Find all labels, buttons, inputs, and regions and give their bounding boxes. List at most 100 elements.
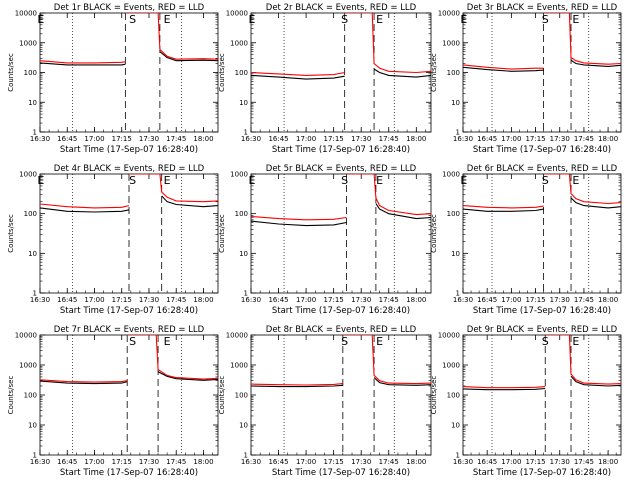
series-line-lld — [251, 215, 347, 221]
plot-frame — [39, 334, 219, 456]
series-line-lld — [251, 383, 343, 386]
y-tick-label: 1000 — [230, 171, 248, 179]
series-line-lld — [463, 205, 544, 209]
x-tick-label: 17:30 — [550, 458, 570, 466]
y-tick-label: 100 — [24, 69, 37, 77]
y-tick-label: 10 — [239, 422, 248, 430]
series-line-events — [40, 207, 130, 213]
panel-title: Det 9r BLACK = Events, RED = LLD — [467, 325, 618, 335]
x-tick-label: 16:30 — [453, 296, 473, 304]
y-axis-label: Counts/sec — [218, 214, 226, 253]
series-line-events — [570, 197, 621, 209]
series-line-lld — [129, 174, 218, 203]
x-tick-label: 17:15 — [112, 135, 132, 143]
marker-label-s: S — [341, 13, 348, 26]
marker-label-e: E — [376, 174, 383, 187]
y-tick-label: 1000 — [19, 362, 37, 370]
x-tick-label: 16:30 — [30, 458, 50, 466]
series-line-events — [161, 195, 218, 208]
x-tick-label: 18:00 — [193, 458, 213, 466]
x-tick-label: 17:30 — [550, 135, 570, 143]
x-axis-label: Start Time (17-Sep-07 16:28:40) — [60, 145, 198, 155]
y-tick-label: 1 — [244, 452, 248, 460]
panel-title: Det 1r BLACK = Events, RED = LLD — [54, 3, 205, 13]
series-line-lld — [40, 203, 130, 209]
marker-label-e: E — [164, 174, 171, 187]
x-axis-label: Start Time (17-Sep-07 16:28:40) — [473, 468, 611, 478]
y-tick-label: 1 — [244, 290, 248, 298]
x-tick-label: 17:15 — [324, 296, 344, 304]
series-line-lld — [344, 13, 431, 74]
y-axis-label: Counts/sec — [7, 214, 15, 253]
x-tick-label: 17:00 — [501, 296, 521, 304]
series-line-lld — [40, 379, 128, 383]
y-tick-label: 10 — [451, 422, 460, 430]
x-tick-label: 18:00 — [598, 458, 618, 466]
series-line-events — [251, 74, 345, 80]
series-line-lld — [342, 335, 431, 385]
x-tick-label: 17:15 — [112, 296, 132, 304]
y-tick-label: 10 — [239, 250, 248, 258]
y-tick-label: 10000 — [438, 332, 460, 340]
y-tick-label: 100 — [235, 392, 248, 400]
x-tick-label: 17:15 — [324, 458, 344, 466]
x-tick-label: 17:15 — [324, 135, 344, 143]
marker-label-s: S — [341, 174, 348, 187]
y-tick-label: 1 — [33, 129, 37, 137]
series-line-events — [463, 387, 546, 391]
plot-frame — [39, 12, 219, 133]
x-tick-label: 18:00 — [406, 296, 426, 304]
series-line-events — [157, 371, 218, 381]
x-tick-label: 17:00 — [84, 296, 104, 304]
x-tick-label: 16:45 — [57, 296, 77, 304]
marker-label-s: S — [129, 174, 136, 187]
marker-label-e: E — [248, 174, 255, 187]
series-line-events — [40, 380, 128, 385]
y-tick-label: 10 — [28, 250, 37, 258]
y-tick-label: 1000 — [230, 39, 248, 47]
x-tick-label: 16:45 — [477, 458, 497, 466]
x-axis-label: Start Time (17-Sep-07 16:28:40) — [272, 306, 410, 316]
x-tick-label: 17:00 — [296, 458, 316, 466]
x-tick-label: 16:30 — [453, 135, 473, 143]
x-tick-label: 16:45 — [268, 296, 288, 304]
y-axis-label: Counts/sec — [218, 376, 226, 415]
x-tick-label: 17:30 — [351, 135, 371, 143]
x-tick-label: 18:00 — [406, 135, 426, 143]
x-tick-label: 16:45 — [57, 135, 77, 143]
y-tick-label: 100 — [447, 210, 460, 218]
series-line-lld — [545, 335, 621, 385]
x-tick-label: 17:45 — [379, 296, 399, 304]
series-line-lld — [543, 174, 621, 205]
x-tick-label: 18:00 — [406, 458, 426, 466]
marker-label-s: S — [129, 335, 136, 348]
marker-label-e: E — [572, 335, 579, 348]
x-tick-label: 17:15 — [525, 135, 545, 143]
plot-frame — [250, 173, 432, 294]
y-tick-label: 1000 — [19, 39, 37, 47]
y-tick-label: 1000 — [19, 171, 37, 179]
x-tick-label: 16:30 — [453, 458, 473, 466]
y-tick-label: 10000 — [226, 332, 248, 340]
y-tick-label: 1 — [33, 452, 37, 460]
x-tick-label: 17:00 — [84, 458, 104, 466]
x-tick-label: 18:00 — [598, 135, 618, 143]
y-tick-label: 1000 — [230, 362, 248, 370]
y-tick-label: 100 — [235, 69, 248, 77]
y-axis-label: Counts/sec — [218, 53, 226, 92]
series-line-events — [40, 62, 126, 66]
marker-label-s: S — [542, 335, 549, 348]
marker-label-e: E — [572, 13, 579, 26]
y-tick-label: 1 — [456, 452, 460, 460]
x-tick-label: 17:15 — [525, 296, 545, 304]
x-tick-label: 17:45 — [166, 296, 186, 304]
marker-label-s: S — [542, 13, 549, 26]
x-tick-label: 17:45 — [574, 296, 594, 304]
series-line-lld — [463, 386, 546, 389]
series-line-events — [570, 59, 621, 67]
x-tick-label: 17:45 — [574, 135, 594, 143]
x-tick-label: 17:30 — [550, 296, 570, 304]
series-line-events — [373, 68, 431, 78]
